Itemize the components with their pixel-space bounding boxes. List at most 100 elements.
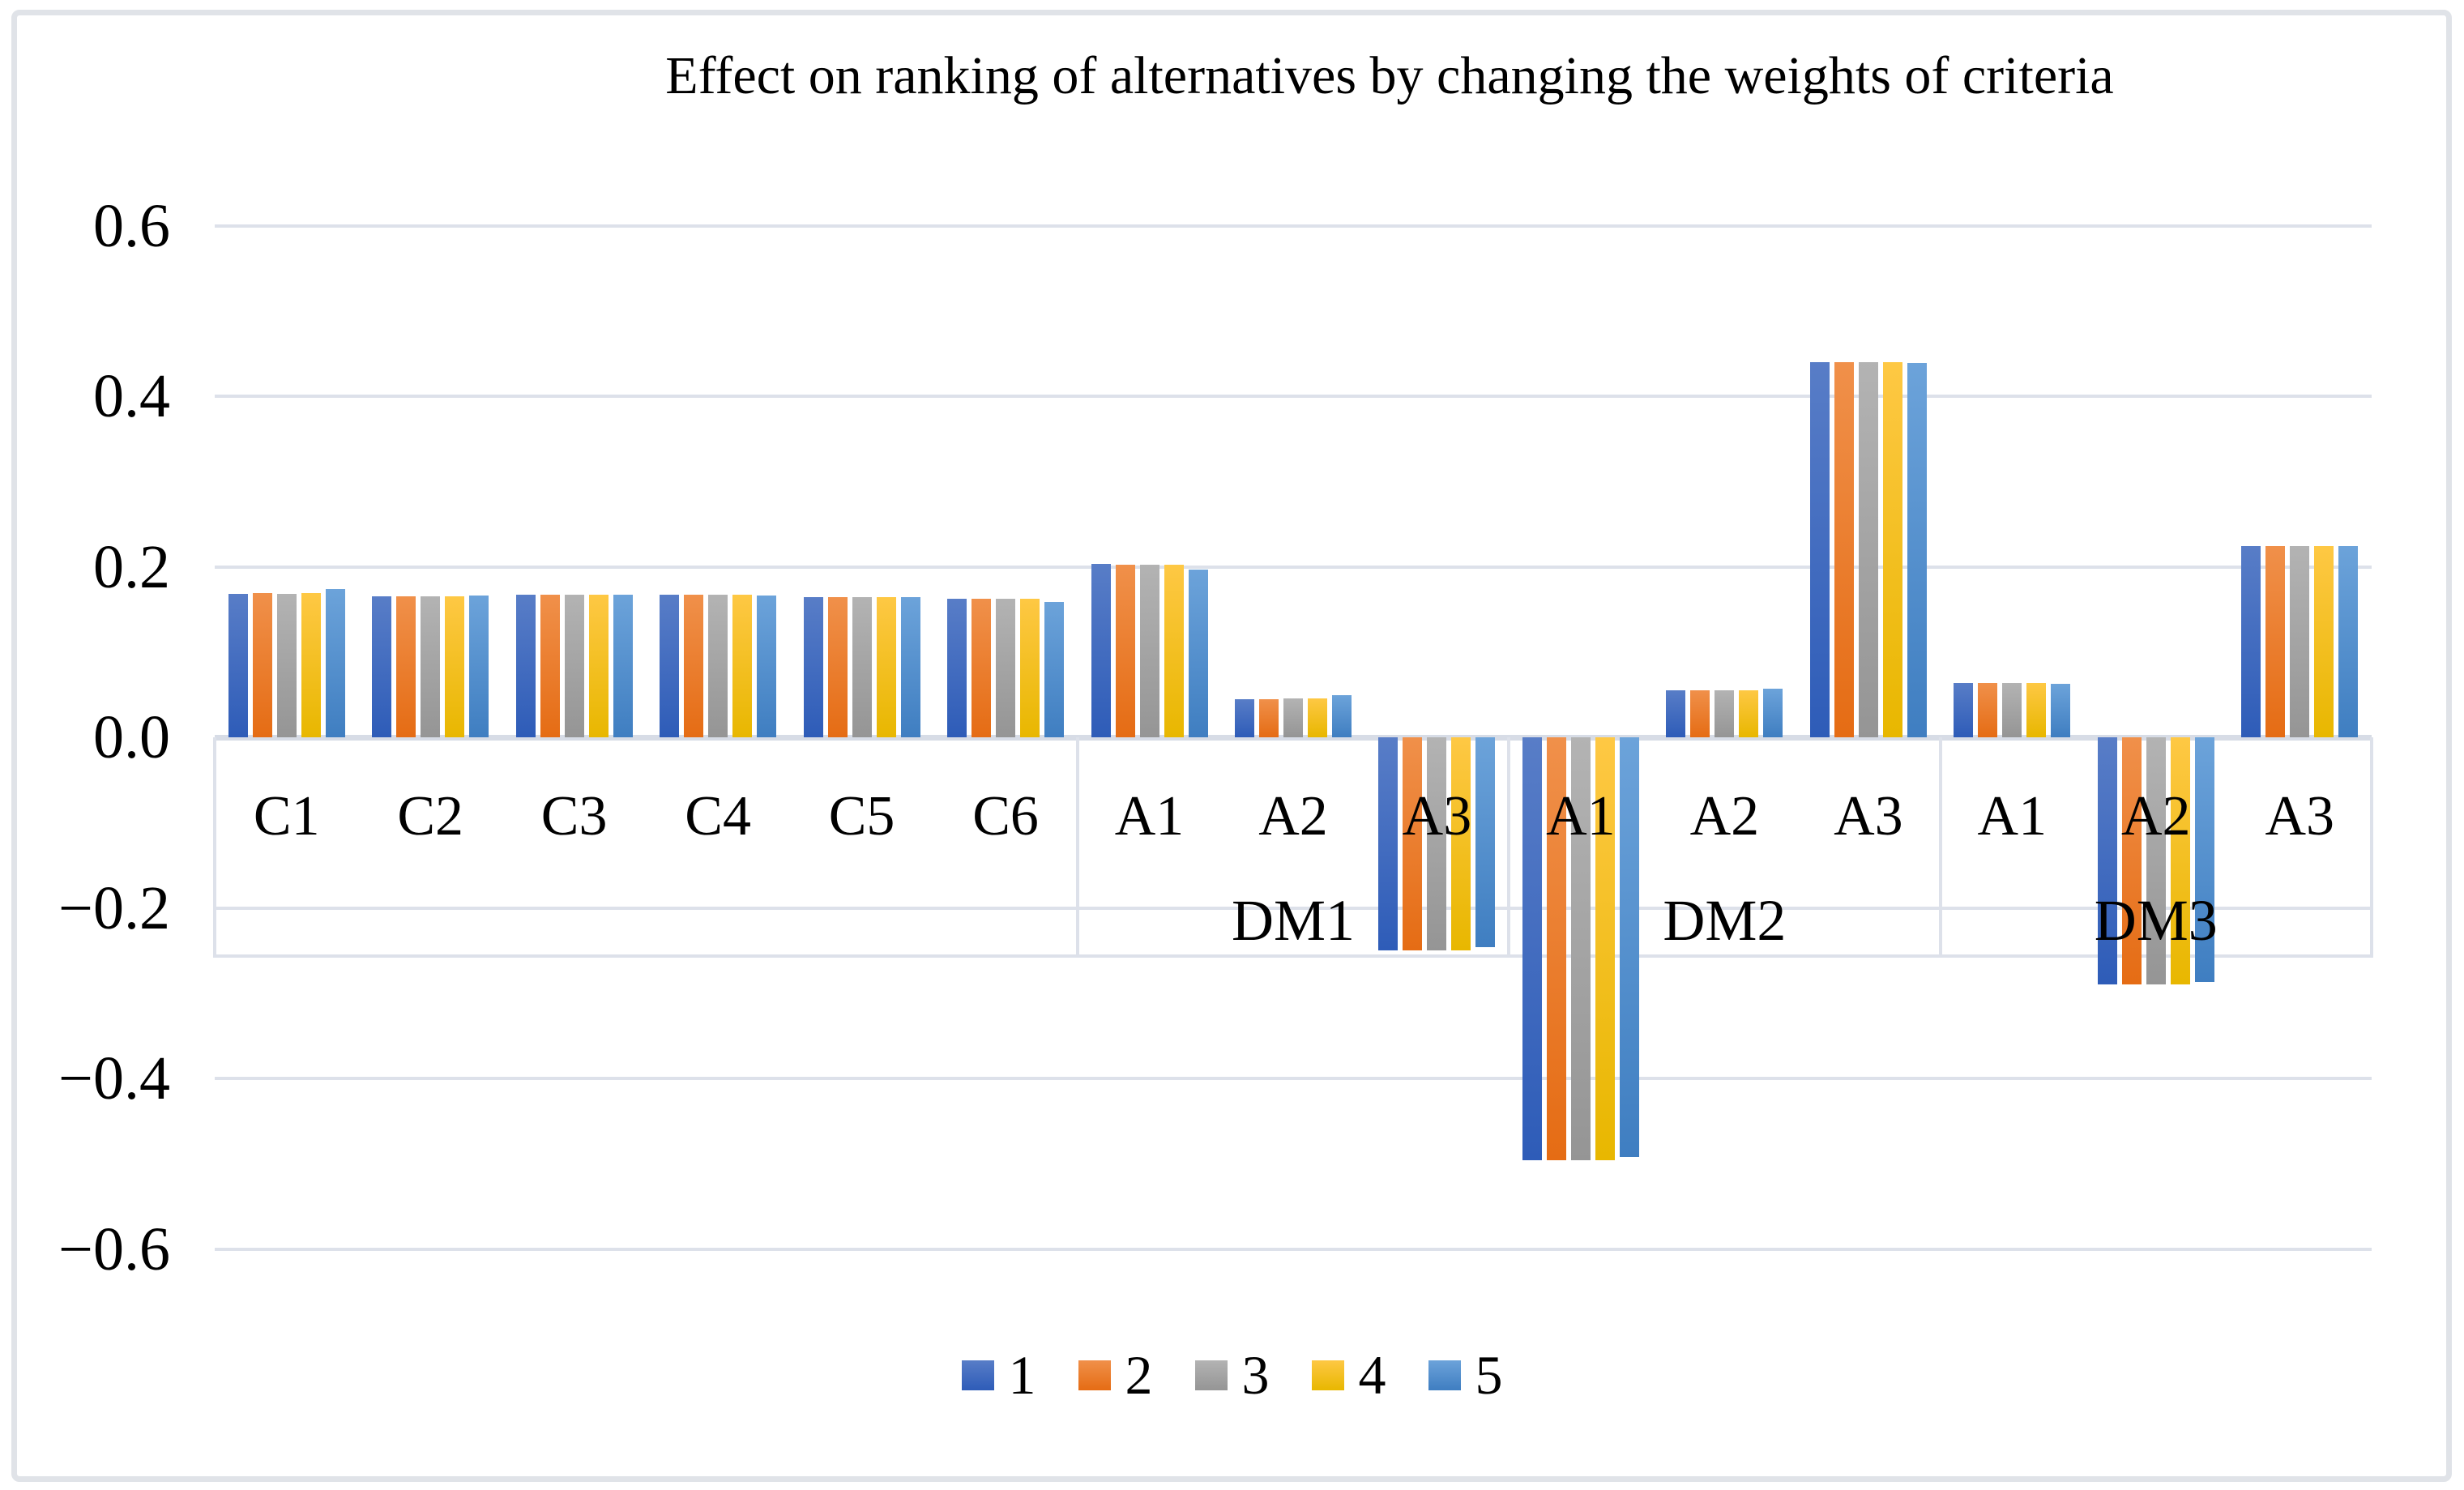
bar-series-2-A2 xyxy=(2121,737,2142,985)
bar-series-2-C5 xyxy=(827,597,848,737)
bar-series-4-A2 xyxy=(2170,737,2190,985)
category-group-divider xyxy=(213,737,216,958)
bar-series-3-A3 xyxy=(2290,546,2310,737)
bar-series-4-A3 xyxy=(1882,361,1902,737)
bar-series-4-C1 xyxy=(301,593,321,737)
category-label-c1-0: C1 xyxy=(253,785,320,847)
bar-series-5-C6 xyxy=(1044,601,1065,737)
bar-series-2-C2 xyxy=(396,596,416,737)
bar-series-2-A3 xyxy=(1834,361,1854,737)
y-tick-label: 0.6 xyxy=(93,191,170,260)
bar-series-4-A1 xyxy=(1164,565,1184,737)
bar-series-2-C3 xyxy=(540,595,560,737)
bar-series-3-C2 xyxy=(421,596,441,737)
legend-item-2: 2 xyxy=(1078,1347,1153,1403)
bar-series-4-A2 xyxy=(1308,698,1327,737)
category-label-c3-2: C3 xyxy=(540,785,608,847)
bar-series-3-A1 xyxy=(1570,737,1591,1161)
y-tick-label: −0.2 xyxy=(58,873,170,942)
bar-series-5-A3 xyxy=(1907,362,1927,737)
bar-series-2-C1 xyxy=(252,593,272,737)
category-label-a2-7: A2 xyxy=(1258,785,1328,847)
bar-series-4-A3 xyxy=(1451,737,1471,951)
bar-series-5-C5 xyxy=(900,597,920,737)
bar-series-1-A1 xyxy=(1954,682,1974,737)
bar-series-1-C3 xyxy=(515,595,536,737)
legend-item-3: 3 xyxy=(1194,1344,1270,1406)
bar-series-1-A2 xyxy=(1235,698,1254,737)
bar-series-3-A2 xyxy=(1715,690,1735,737)
bar-series-1-C4 xyxy=(660,595,680,737)
bar-series-1-A1 xyxy=(1091,564,1111,737)
bar-series-4-C5 xyxy=(876,597,896,737)
gridline xyxy=(215,224,2372,228)
bar-series-2-C4 xyxy=(684,595,704,737)
legend-label-series-4: 4 xyxy=(1358,1344,1386,1406)
bar-series-5-A3 xyxy=(2338,546,2359,737)
bar-series-3-A2 xyxy=(2146,737,2166,985)
bar-series-3-C5 xyxy=(852,597,872,737)
bar-series-2-A1 xyxy=(1115,565,1135,737)
bar-series-5-A1 xyxy=(1188,569,1208,737)
legend-swatch-series-2 xyxy=(1078,1360,1111,1390)
legend: 1 2 3 4 5 xyxy=(0,1347,2464,1403)
bar-series-1-C5 xyxy=(803,597,823,737)
bar-series-5-C3 xyxy=(613,595,633,737)
category-label-c4-3: C4 xyxy=(685,785,751,847)
legend-swatch-series-4 xyxy=(1311,1360,1344,1390)
bar-series-5-A2 xyxy=(1763,689,1783,737)
bar-series-2-A1 xyxy=(1978,682,1998,737)
bar-series-1-A3 xyxy=(2241,546,2261,737)
category-group-divider xyxy=(1075,737,1079,958)
category-label-a3-8: A3 xyxy=(1402,785,1472,847)
gridline xyxy=(215,1247,2372,1251)
bar-series-5-A2 xyxy=(2194,737,2214,983)
bar-series-4-C3 xyxy=(588,595,609,737)
legend-item-1: 1 xyxy=(961,1344,1036,1406)
bar-series-2-A1 xyxy=(1546,737,1566,1161)
bar-series-3-C3 xyxy=(564,595,584,737)
bar-series-1-A1 xyxy=(1522,737,1542,1161)
bar-series-2-C6 xyxy=(972,599,992,737)
bar-series-4-C4 xyxy=(732,595,753,737)
bar-series-5-C1 xyxy=(325,588,345,737)
category-label-c6-5: C6 xyxy=(972,785,1039,847)
legend-label-series-3: 3 xyxy=(1241,1344,1270,1406)
bar-series-1-A3 xyxy=(1378,737,1399,951)
legend-label-series-5: 5 xyxy=(1475,1344,1503,1406)
y-tick-label: 0.2 xyxy=(93,532,170,601)
bar-series-2-A3 xyxy=(1403,737,1423,951)
bar-series-3-A3 xyxy=(1858,361,1878,737)
bar-series-5-A3 xyxy=(1475,737,1496,947)
category-label-c5-4: C5 xyxy=(828,785,895,847)
gridline xyxy=(215,395,2372,398)
chart-title: Effect on ranking of alternatives by cha… xyxy=(665,46,2114,105)
category-label-a1-12: A1 xyxy=(1977,785,2048,847)
bar-series-5-A1 xyxy=(2051,683,2071,737)
bar-series-2-A2 xyxy=(1259,698,1279,737)
bar-series-1-A2 xyxy=(1666,690,1686,737)
group-label-dm2: DM2 xyxy=(1663,888,1787,953)
category-label-a3-11: A3 xyxy=(1834,785,1903,847)
gridline xyxy=(215,906,2372,910)
legend-item-4: 4 xyxy=(1311,1344,1386,1406)
legend-swatch-series-5 xyxy=(1428,1360,1461,1390)
legend-label-series-2: 2 xyxy=(1125,1344,1153,1406)
bar-series-3-C6 xyxy=(996,599,1016,737)
category-label-c2-1: C2 xyxy=(397,785,464,847)
bar-series-1-C2 xyxy=(372,596,392,737)
gridline xyxy=(215,565,2372,569)
bar-series-1-C6 xyxy=(947,599,967,737)
bar-series-5-A2 xyxy=(1332,695,1352,737)
bar-series-3-A1 xyxy=(2002,682,2022,737)
legend-label-series-1: 1 xyxy=(1008,1344,1036,1406)
legend-swatch-series-1 xyxy=(961,1360,994,1390)
bar-series-2-A3 xyxy=(2265,546,2286,737)
legend-swatch-series-3 xyxy=(1194,1360,1228,1390)
